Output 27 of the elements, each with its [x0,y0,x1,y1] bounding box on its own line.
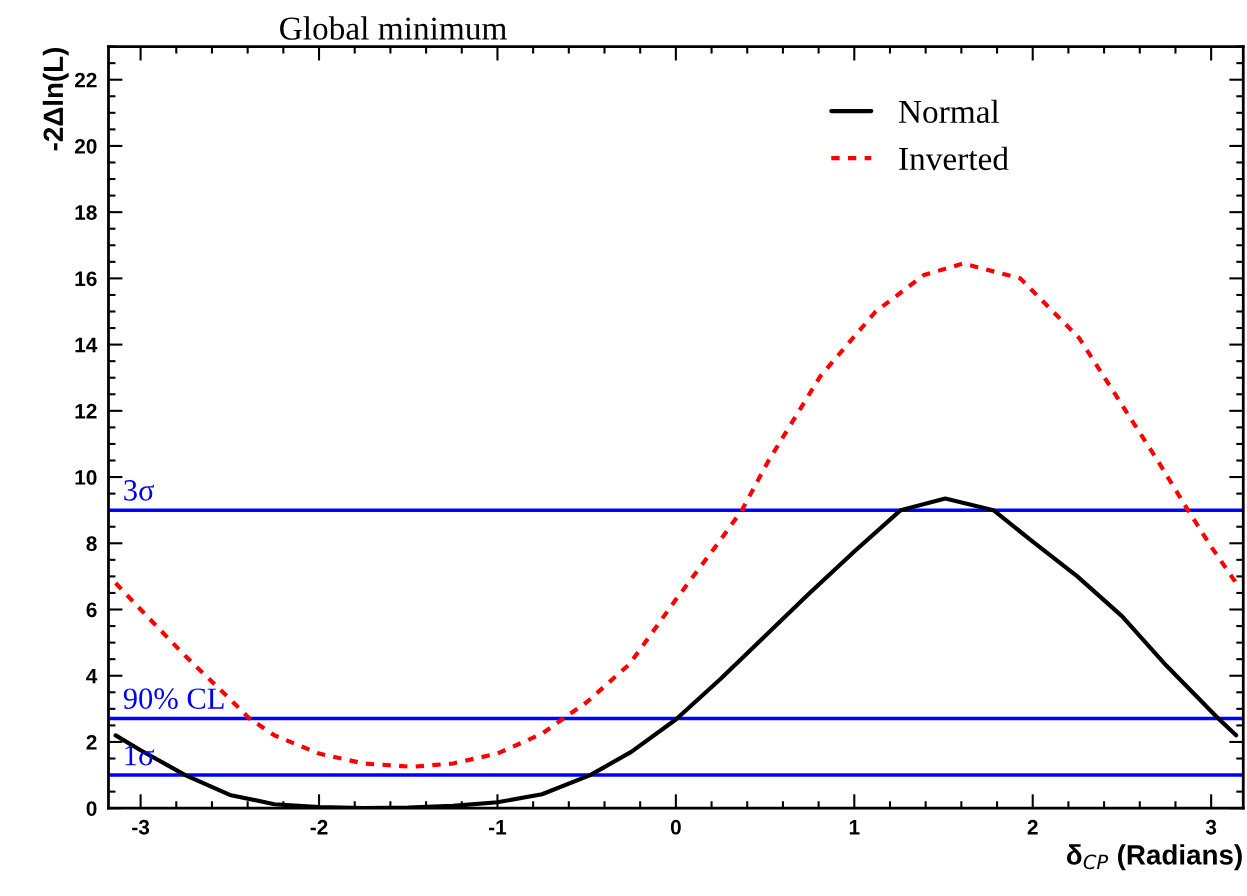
x-tick-label: -3 [132,819,150,835]
y-tick-label: 0 [86,801,97,816]
y-tick-label: 22 [74,72,97,88]
x-tick-label: 2 [1027,819,1038,835]
x-tick-label: 0 [670,819,681,835]
y-tick-label: 6 [86,602,97,618]
line-series [113,261,1239,769]
y-tick-label: 4 [86,668,98,684]
legend-label: Normal [898,99,1000,124]
x-axis-title: δ$_{CP}$ (Radians) [1066,844,1242,871]
ref-line-label: 90% CL [123,688,224,710]
chart-title: Global minimum [280,16,507,40]
x-tick-label: -1 [489,820,507,835]
y-tick-label: 12 [75,403,97,419]
legend-label: Inverted [899,146,1009,171]
ref-line-label: 3σ [124,480,155,501]
y-axis-title: -2Δln(L) [42,47,69,151]
y-tick-label: 16 [75,271,97,287]
y-tick-label: 14 [75,337,98,353]
y-tick-label: 10 [75,470,97,485]
x-tick-label: 1 [849,820,860,835]
y-tick-label: 20 [74,138,97,154]
y-tick-label: 8 [86,536,97,552]
x-tick-label: -2 [310,819,328,835]
y-tick-label: 2 [86,734,97,750]
y-tick-label: 18 [75,205,97,220]
x-tick-label: 3 [1205,819,1217,835]
